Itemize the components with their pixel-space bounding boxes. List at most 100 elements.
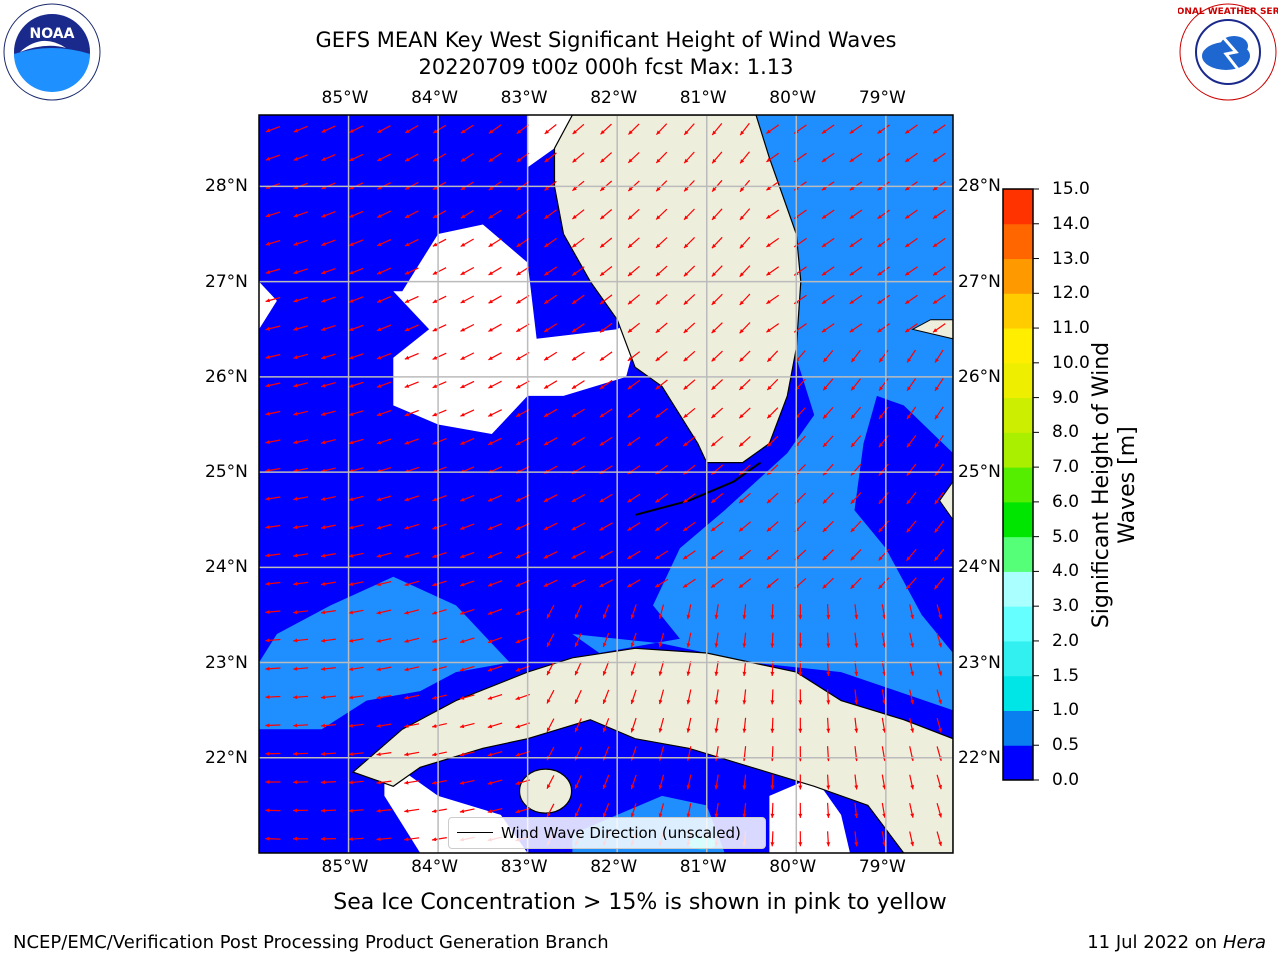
wave-direction-arrowhead — [599, 385, 605, 389]
wave-direction-arrowhead — [798, 672, 803, 676]
wave-direction-arrowhead — [349, 157, 354, 161]
wave-direction-arrowhead — [683, 583, 688, 588]
wave-direction-arrowhead — [572, 214, 577, 219]
wave-direction-arrowhead — [460, 242, 466, 247]
wave-direction-arrowhead — [265, 638, 270, 643]
wave-direction-arrowhead — [349, 355, 354, 360]
ocean-mid-band-atlantic — [572, 115, 953, 711]
wave-direction-arrowhead — [854, 842, 859, 847]
wave-direction-arrowhead — [376, 327, 382, 331]
wave-direction-arrowhead — [628, 243, 633, 248]
wave-direction-arrowhead — [630, 614, 635, 619]
wave-direction-arrowhead — [714, 785, 719, 790]
wave-direction-arrowhead — [822, 499, 828, 504]
wave-direction-arrowhead — [543, 498, 549, 502]
wave-direction-arrowhead — [658, 614, 663, 619]
wave-direction-arrowhead — [348, 752, 353, 756]
wave-direction-arrowhead — [543, 441, 549, 446]
wave-direction-arrowhead — [572, 299, 577, 304]
wave-direction-arrowhead — [933, 299, 938, 304]
wave-direction-arrowhead — [265, 553, 270, 558]
colorbar-swatch — [1003, 258, 1033, 294]
wave-direction-arrowhead — [714, 671, 719, 676]
wave-direction-arrowhead — [515, 781, 520, 785]
wave-direction-arrowhead — [766, 271, 771, 276]
wave-direction-arrowhead — [547, 727, 551, 732]
wave-direction-arrowhead — [265, 355, 270, 359]
wave-direction-arrowhead — [404, 554, 409, 558]
wave-direction-arrowhead — [628, 158, 633, 163]
lat-tick-label: 25°N — [958, 462, 1001, 483]
colorbar-tick-label: 6.0 — [1052, 491, 1080, 512]
wave-direction-arrowhead — [348, 497, 354, 501]
wave-direction-arrowhead — [544, 271, 549, 276]
lon-tick-label: 85°W — [321, 857, 369, 877]
lon-tick-label: 81°W — [679, 857, 727, 877]
wave-direction-arrowhead — [348, 667, 353, 671]
wave-direction-arrowhead — [377, 214, 382, 218]
wave-direction-arrowhead — [459, 752, 465, 757]
wave-direction-arrowhead — [684, 215, 689, 220]
wave-direction-arrowhead — [265, 695, 270, 699]
wave-direction-arrowhead — [404, 837, 409, 842]
colorbar-tick-label: 9.0 — [1052, 387, 1080, 408]
wave-direction-arrowhead — [432, 780, 437, 785]
wave-direction-arrowhead — [711, 243, 717, 249]
wave-direction-arrowhead — [432, 186, 438, 190]
colorbar-tick-label: 15.0 — [1052, 179, 1090, 199]
wave-direction-arrowhead — [432, 242, 438, 247]
wave-direction-arrowhead — [487, 611, 493, 615]
wave-direction-arrowhead — [432, 412, 437, 417]
wave-direction-arrowhead — [515, 611, 521, 615]
lat-tick-label: 23°N — [958, 652, 1001, 673]
wave-direction-arrowhead — [320, 695, 326, 700]
wave-direction-arrowhead — [293, 411, 298, 416]
wave-direction-arrowhead — [658, 671, 663, 676]
wave-direction-arrowhead — [821, 328, 827, 333]
wave-direction-arrowhead — [571, 441, 577, 446]
wave-direction-arrowhead — [349, 440, 354, 445]
wave-direction-arrowhead — [460, 639, 465, 644]
wave-direction-arrowhead — [265, 326, 270, 331]
wave-direction-arrowhead — [739, 527, 744, 532]
wave-direction-arrowhead — [376, 808, 381, 813]
wave-direction-arrowhead — [877, 243, 882, 247]
wave-direction-arrowhead — [404, 582, 409, 587]
wave-direction-arrowhead — [739, 357, 744, 362]
wave-direction-arrowhead — [770, 615, 775, 620]
wave-direction-arrowhead — [854, 615, 859, 620]
wave-direction-arrowhead — [488, 129, 494, 134]
wave-direction-arrowhead — [742, 615, 747, 620]
wave-direction-arrowhead — [711, 527, 716, 532]
wave-direction-arrowhead — [739, 215, 744, 220]
wave-direction-arrowhead — [850, 584, 855, 589]
wave-direction-arrowhead — [572, 130, 577, 135]
wave-direction-arrowhead — [460, 667, 465, 672]
wave-direction-arrowhead — [265, 836, 270, 841]
wave-direction-arrowhead — [878, 442, 883, 448]
wave-direction-arrowhead — [711, 328, 716, 334]
wave-direction-arrowhead — [321, 298, 326, 303]
wave-direction-arrowhead — [798, 643, 803, 648]
wave-direction-arrowhead — [293, 355, 298, 360]
wave-direction-arrowhead — [376, 610, 381, 615]
wave-direction-arrowhead — [910, 643, 915, 648]
wave-direction-arrowhead — [906, 584, 911, 589]
wave-direction-arrowhead — [877, 129, 882, 134]
lat-tick-label: 23°N — [205, 652, 248, 673]
colorbar-swatch — [1003, 606, 1033, 642]
wave-direction-arrowhead — [599, 498, 604, 503]
wave-direction-arrowhead — [575, 727, 579, 733]
wave-direction-arrowhead — [460, 327, 465, 332]
wave-direction-arrowhead — [575, 614, 579, 619]
wave-direction-arrowhead — [742, 813, 747, 818]
wave-direction-arrowhead — [460, 441, 465, 445]
wave-direction-arrowhead — [321, 497, 326, 501]
wave-direction-arrowhead — [544, 328, 549, 332]
wave-direction-arrowhead — [488, 582, 493, 587]
wave-direction-arrowhead — [321, 383, 326, 388]
wave-direction-arrowhead — [432, 355, 438, 360]
wave-direction-arrowhead — [821, 243, 827, 247]
wave-direction-arrowhead — [823, 357, 828, 363]
wave-direction-arrowhead — [460, 610, 465, 615]
